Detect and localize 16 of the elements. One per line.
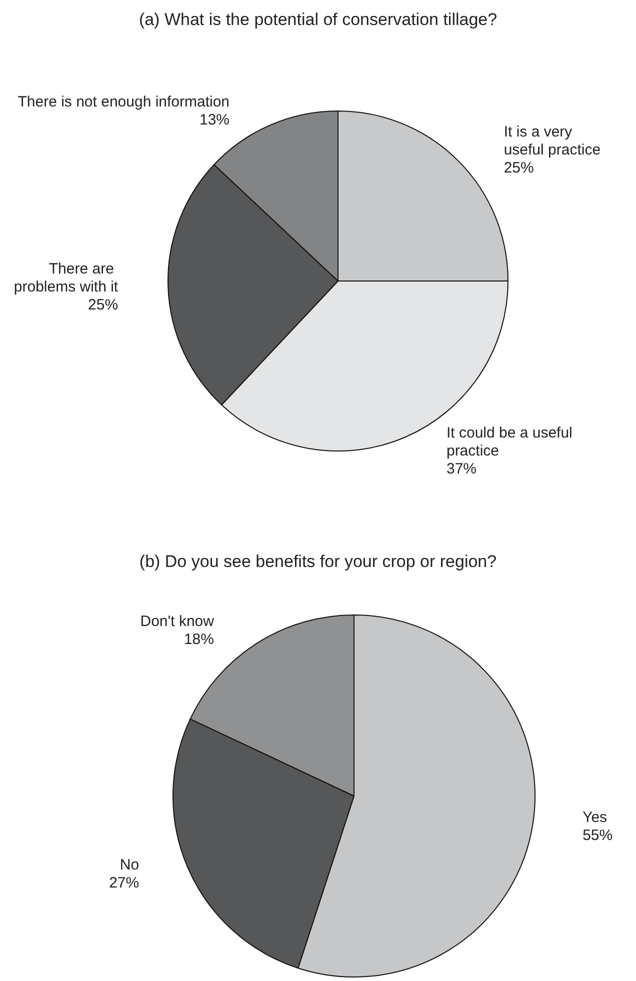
chart-title: (a) What is the potential of conservation tillage? xyxy=(138,10,498,29)
data-label: 18% xyxy=(184,631,214,648)
slice-label: It could be a useful practice xyxy=(446,424,577,460)
chart-title: (b) Do you see benefits for your crop or region? xyxy=(139,552,497,571)
slice-label: There are problems with it xyxy=(14,260,119,296)
slice-label: Yes xyxy=(582,809,608,826)
data-label: 37% xyxy=(446,460,477,478)
data-label: 25% xyxy=(504,160,534,177)
slice-label: No xyxy=(120,856,140,874)
data-label: 55% xyxy=(582,827,613,844)
data-label: 13% xyxy=(199,112,230,129)
slice-label: There is not enough information xyxy=(18,94,230,111)
data-label: 27% xyxy=(109,874,140,892)
slice-label: It is a very useful practice xyxy=(504,124,601,159)
slice-label: Don't know xyxy=(140,613,214,630)
data-label: 25% xyxy=(88,296,118,314)
